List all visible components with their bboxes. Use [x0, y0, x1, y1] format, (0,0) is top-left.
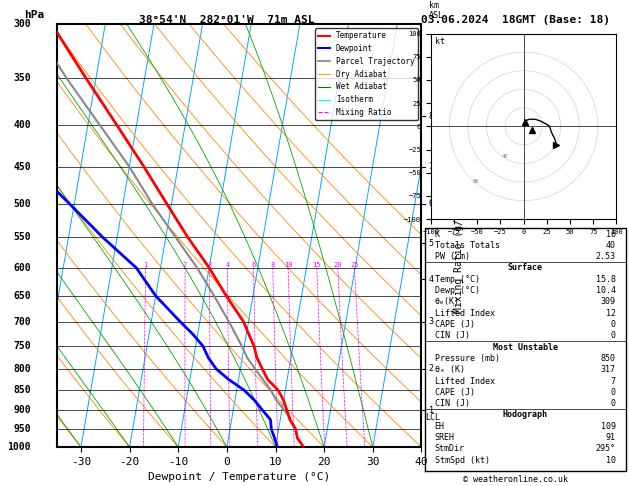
Text: CIN (J): CIN (J) — [435, 399, 470, 408]
Text: 3: 3 — [429, 317, 434, 327]
Text: 295°: 295° — [596, 444, 616, 453]
Text: CIN (J): CIN (J) — [435, 331, 470, 340]
Text: 1: 1 — [143, 262, 148, 268]
Text: CAPE (J): CAPE (J) — [435, 320, 475, 329]
Text: 4: 4 — [429, 275, 434, 284]
Text: 15: 15 — [313, 262, 321, 268]
Text: 0: 0 — [611, 331, 616, 340]
Text: 109: 109 — [601, 422, 616, 431]
Text: LCL: LCL — [425, 413, 440, 422]
Text: 40: 40 — [606, 241, 616, 250]
Text: 0: 0 — [611, 388, 616, 397]
Text: 16: 16 — [606, 229, 616, 239]
Text: θₑ(K): θₑ(K) — [435, 297, 460, 306]
Text: EH: EH — [435, 422, 445, 431]
Text: Pressure (mb): Pressure (mb) — [435, 354, 499, 363]
Text: 38°54'N  282°01'W  71m ASL: 38°54'N 282°01'W 71m ASL — [138, 15, 314, 25]
Text: 80: 80 — [472, 179, 479, 184]
Text: © weatheronline.co.uk: © weatheronline.co.uk — [464, 474, 568, 484]
Text: Totals Totals: Totals Totals — [435, 241, 499, 250]
Text: 500: 500 — [13, 199, 31, 208]
Text: 10.4: 10.4 — [596, 286, 616, 295]
Text: 15.8: 15.8 — [596, 275, 616, 284]
Text: 1000: 1000 — [8, 442, 31, 452]
Text: 12: 12 — [606, 309, 616, 318]
Text: K: K — [435, 229, 440, 239]
Text: CAPE (J): CAPE (J) — [435, 388, 475, 397]
Text: 550: 550 — [13, 232, 31, 242]
Text: Hodograph: Hodograph — [503, 410, 548, 419]
Text: 300: 300 — [13, 19, 31, 29]
Text: 0: 0 — [611, 320, 616, 329]
Text: Lifted Index: Lifted Index — [435, 377, 494, 385]
Text: Most Unstable: Most Unstable — [493, 343, 558, 351]
Text: 317: 317 — [601, 365, 616, 374]
Text: 2: 2 — [429, 364, 434, 373]
Text: PW (cm): PW (cm) — [435, 252, 470, 261]
Text: 850: 850 — [13, 385, 31, 395]
Text: 7: 7 — [611, 377, 616, 385]
Text: 750: 750 — [13, 341, 31, 351]
Text: 25: 25 — [350, 262, 359, 268]
Text: 309: 309 — [601, 297, 616, 306]
Text: 4: 4 — [225, 262, 230, 268]
Text: 450: 450 — [13, 162, 31, 172]
Text: 6: 6 — [429, 199, 434, 208]
Text: 1: 1 — [429, 406, 434, 415]
Text: θₑ (K): θₑ (K) — [435, 365, 465, 374]
Text: 6: 6 — [252, 262, 255, 268]
Text: hPa: hPa — [24, 10, 44, 20]
Text: 0: 0 — [611, 399, 616, 408]
Text: 7: 7 — [429, 162, 434, 171]
Text: 40: 40 — [502, 155, 508, 159]
Text: 03.06.2024  18GMT (Base: 18): 03.06.2024 18GMT (Base: 18) — [421, 15, 610, 25]
Text: StmSpd (kt): StmSpd (kt) — [435, 455, 489, 465]
Text: 650: 650 — [13, 291, 31, 301]
Text: 3: 3 — [208, 262, 211, 268]
Text: 8: 8 — [270, 262, 275, 268]
Text: 850: 850 — [601, 354, 616, 363]
Text: Dewp (°C): Dewp (°C) — [435, 286, 480, 295]
X-axis label: Dewpoint / Temperature (°C): Dewpoint / Temperature (°C) — [148, 472, 330, 483]
Text: 400: 400 — [13, 121, 31, 130]
Text: 8: 8 — [429, 112, 434, 121]
Text: 10: 10 — [606, 455, 616, 465]
Legend: Temperature, Dewpoint, Parcel Trajectory, Dry Adiabat, Wet Adiabat, Isotherm, Mi: Temperature, Dewpoint, Parcel Trajectory… — [315, 28, 418, 120]
Text: 350: 350 — [13, 73, 31, 84]
Text: 950: 950 — [13, 424, 31, 434]
Text: 700: 700 — [13, 317, 31, 327]
Text: Lifted Index: Lifted Index — [435, 309, 494, 318]
Text: 600: 600 — [13, 263, 31, 273]
Text: 2: 2 — [183, 262, 187, 268]
Text: 2.53: 2.53 — [596, 252, 616, 261]
Text: Surface: Surface — [508, 263, 543, 273]
Text: StmDir: StmDir — [435, 444, 465, 453]
Text: km
ASL: km ASL — [429, 0, 443, 20]
Text: Temp (°C): Temp (°C) — [435, 275, 480, 284]
Text: 900: 900 — [13, 405, 31, 415]
Text: 800: 800 — [13, 364, 31, 374]
Text: Mixing Ratio (g/kg): Mixing Ratio (g/kg) — [454, 201, 464, 312]
Text: 91: 91 — [606, 433, 616, 442]
Text: 20: 20 — [333, 262, 342, 268]
Text: SREH: SREH — [435, 433, 455, 442]
Text: 5: 5 — [429, 239, 434, 248]
Text: kt: kt — [435, 37, 445, 46]
Text: 10: 10 — [284, 262, 292, 268]
